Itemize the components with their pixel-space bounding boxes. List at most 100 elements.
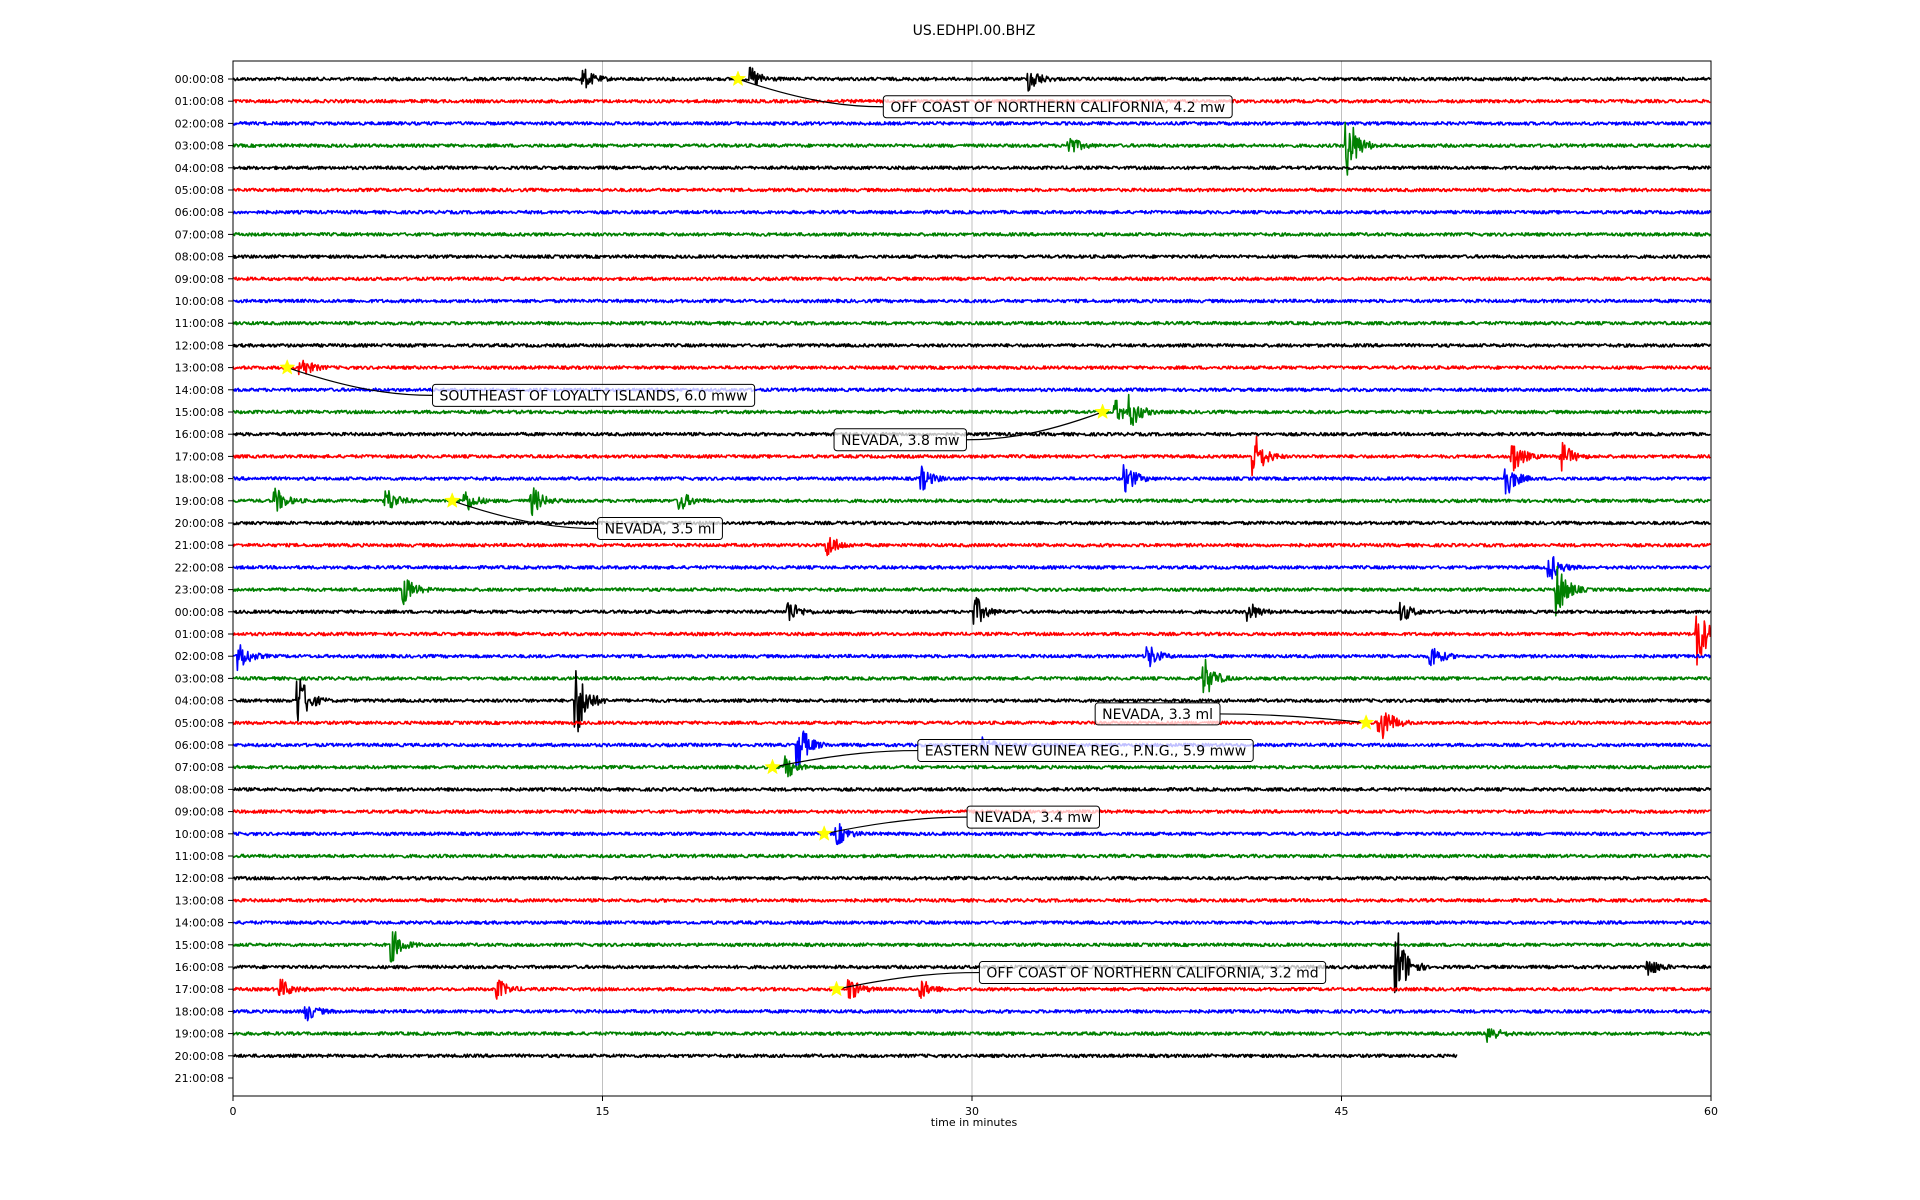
trace-row (232, 254, 1711, 259)
trace-row (232, 755, 1711, 778)
y-tick-label: 11:00:08 (175, 850, 224, 863)
event-connector (1220, 713, 1367, 724)
trace-row (232, 1028, 1711, 1043)
event-star-marker (278, 358, 296, 375)
event-label: NEVADA, 3.5 ml (605, 522, 716, 538)
event-star-marker (815, 825, 833, 841)
trace-row (232, 596, 1712, 625)
y-tick-label: 09:00:08 (175, 806, 224, 819)
trace-row (232, 435, 1711, 477)
trace-row (232, 536, 1711, 557)
trace-row (232, 1053, 1458, 1059)
event-annotation: NEVADA, 3.3 ml (1094, 702, 1375, 730)
event-connector (772, 749, 918, 768)
trace-row (232, 670, 1712, 733)
trace-row (232, 520, 1711, 526)
y-tick-label: 00:00:08 (175, 606, 224, 619)
event-label: OFF COAST OF NORTHERN CALIFORNIA, 4.2 mw (890, 100, 1225, 116)
trace-row (232, 298, 1712, 304)
y-tick-label: 23:00:08 (175, 584, 224, 597)
trace-row (232, 823, 1711, 846)
trace-row (232, 978, 1711, 1000)
y-tick-label: 03:00:08 (175, 140, 224, 153)
y-tick-label: 08:00:08 (175, 783, 224, 796)
y-tick-label: 16:00:08 (175, 428, 224, 441)
trace-row (232, 898, 1711, 903)
trace-row (232, 931, 1711, 963)
event-label-box (917, 739, 1254, 763)
y-tick-label: 13:00:08 (175, 894, 224, 907)
trace-row (232, 565, 1711, 617)
y-tick-label: 19:00:08 (175, 1028, 224, 1041)
event-annotation: OFF COAST OF NORTHERN CALIFORNIA, 3.2 md (828, 961, 1327, 997)
trace-row (232, 712, 1712, 740)
x-tick-labels: 0 15 30 45 60 (230, 1096, 1718, 1118)
event-label-box (978, 961, 1327, 985)
y-tick-label: 21:00:08 (175, 1072, 224, 1085)
event-label-box (882, 95, 1233, 119)
x-tick-label: 60 (1704, 1105, 1718, 1118)
event-label-box (833, 428, 967, 452)
y-tick-label: 20:00:08 (175, 517, 224, 530)
event-annotation: SOUTHEAST OF LOYALTY ISLANDS, 6.0 mww (278, 358, 756, 407)
event-star-marker (1094, 403, 1111, 420)
event-label-box (966, 805, 1100, 829)
y-tick-label: 14:00:08 (175, 384, 224, 397)
y-tick-label: 01:00:08 (175, 95, 224, 108)
trace-row (232, 187, 1711, 193)
y-tick-label: 12:00:08 (175, 339, 224, 352)
event-label: NEVADA, 3.4 mw (974, 810, 1092, 826)
y-tick-label: 14:00:08 (175, 917, 224, 930)
trace-row (232, 875, 1711, 881)
y-tick-label: 15:00:08 (175, 939, 224, 952)
event-label-box (597, 517, 723, 541)
y-tick-label: 16:00:08 (175, 961, 224, 974)
y-tick-label: 10:00:08 (175, 828, 224, 841)
event-label: EASTERN NEW GUINEA REG., P.N.G., 5.9 mww (925, 744, 1246, 760)
trace-row (232, 209, 1712, 215)
trace-row (232, 359, 1711, 376)
y-tick-label: 22:00:08 (175, 561, 224, 574)
x-tick-label: 0 (230, 1105, 237, 1118)
y-tick-label: 00:00:08 (175, 73, 224, 86)
y-tick-label: 19:00:08 (175, 495, 224, 508)
trace-row (232, 787, 1712, 792)
event-annotation: OFF COAST OF NORTHERN CALIFORNIA, 4.2 mw (729, 70, 1233, 119)
trace-row (232, 320, 1712, 326)
y-tick-label: 07:00:08 (175, 761, 224, 774)
event-star-marker (764, 758, 781, 775)
y-tick-label: 10:00:08 (175, 295, 224, 308)
y-tick-label: 02:00:08 (175, 650, 224, 663)
y-tick-label: 17:00:08 (175, 450, 224, 463)
y-tick-label: 04:00:08 (175, 162, 224, 175)
y-tick-label: 12:00:08 (175, 872, 224, 885)
event-label: SOUTHEAST OF LOYALTY ISLANDS, 6.0 mww (440, 388, 748, 404)
event-label-box (1094, 702, 1221, 726)
event-star-marker (1357, 714, 1375, 730)
y-tick-label: 02:00:08 (175, 117, 224, 130)
event-connector (836, 971, 980, 990)
y-tick-label: 21:00:08 (175, 539, 224, 552)
event-annotation: NEVADA, 3.5 ml (443, 492, 723, 541)
trace-row (232, 615, 1712, 666)
trace-row (232, 121, 1712, 126)
y-tick-label: 11:00:08 (175, 317, 224, 330)
traces (232, 66, 1712, 1059)
x-axis-label: time in minutes (931, 1116, 1018, 1129)
trace-row (232, 343, 1712, 348)
y-tick-label: 08:00:08 (175, 251, 224, 264)
trace-row (232, 853, 1711, 859)
event-star-marker (729, 70, 747, 87)
trace-row (232, 1006, 1711, 1022)
y-tick-label: 03:00:08 (175, 672, 224, 685)
trace-row (232, 556, 1711, 580)
trace-row (232, 232, 1712, 237)
trace-row (232, 487, 1711, 517)
trace-row (232, 393, 1711, 426)
y-tick-label: 07:00:08 (175, 228, 224, 241)
event-label-box (432, 383, 756, 407)
trace-row (232, 276, 1712, 282)
trace-row (232, 66, 1711, 92)
event-star-marker (828, 980, 845, 997)
y-tick-label: 15:00:08 (175, 406, 224, 419)
